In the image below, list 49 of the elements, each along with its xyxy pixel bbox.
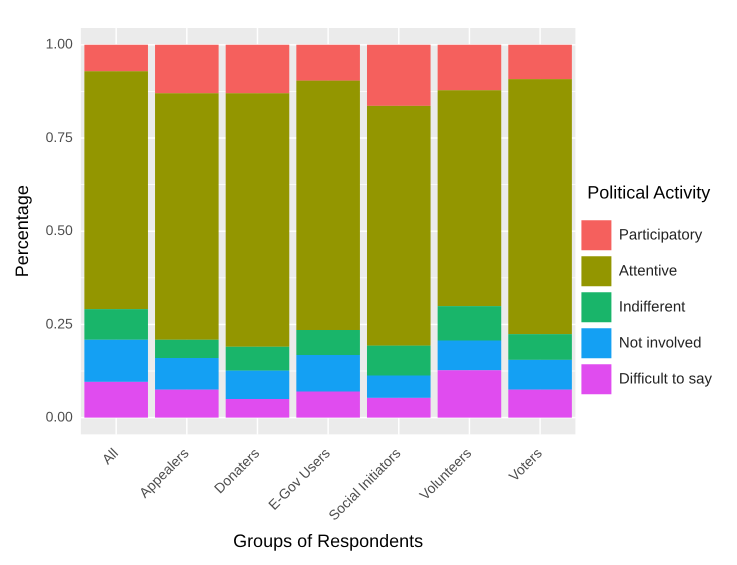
legend-title: Political Activity: [587, 182, 710, 203]
bar: [296, 330, 360, 355]
bar: [296, 44, 360, 81]
bar: [155, 44, 219, 94]
bar: [366, 44, 431, 106]
y-tick-label: 1.00: [46, 36, 74, 52]
y-tick-label: 0.75: [46, 128, 74, 145]
bar: [366, 375, 431, 398]
bar: [296, 80, 360, 330]
bar: [84, 382, 148, 418]
bar: [508, 334, 572, 360]
bar: [155, 93, 219, 340]
bar: [155, 390, 219, 418]
bar: [296, 392, 360, 418]
bar: [508, 390, 572, 418]
bar: [438, 306, 502, 340]
y-tick-label: 0.50: [46, 222, 74, 238]
legend-label: Not involved: [618, 334, 702, 352]
x-tick-label: All: [98, 444, 122, 468]
bar: [508, 79, 572, 334]
bar: [366, 346, 431, 376]
bar: [226, 370, 290, 399]
bar: [296, 354, 360, 392]
bar: [508, 360, 572, 390]
bar: [438, 340, 502, 370]
legend-label: Difficult to say: [618, 370, 712, 388]
bar: [438, 44, 502, 90]
bar: [84, 71, 148, 310]
bar: [438, 90, 502, 306]
bar: [84, 309, 148, 340]
y-tick-label: 0.25: [46, 315, 74, 332]
bar: [84, 340, 148, 382]
bar: [226, 44, 290, 94]
bar: [366, 106, 431, 346]
bar: [226, 346, 290, 371]
bar: [155, 358, 219, 390]
x-axis-title: Groups of Respondents: [233, 531, 424, 552]
bar: [155, 340, 219, 358]
bar: [226, 93, 290, 347]
legend-label: Participatory: [618, 226, 703, 244]
bar: [226, 398, 290, 418]
y-axis-title: Percentage: [12, 185, 32, 278]
bar: [366, 398, 431, 418]
bar: [508, 44, 572, 80]
legend-label: Attentive: [618, 262, 678, 280]
bar: [84, 44, 148, 72]
y-tick-label: 0.00: [46, 408, 74, 424]
bar: [438, 370, 502, 418]
legend-label: Indifferent: [618, 298, 686, 316]
